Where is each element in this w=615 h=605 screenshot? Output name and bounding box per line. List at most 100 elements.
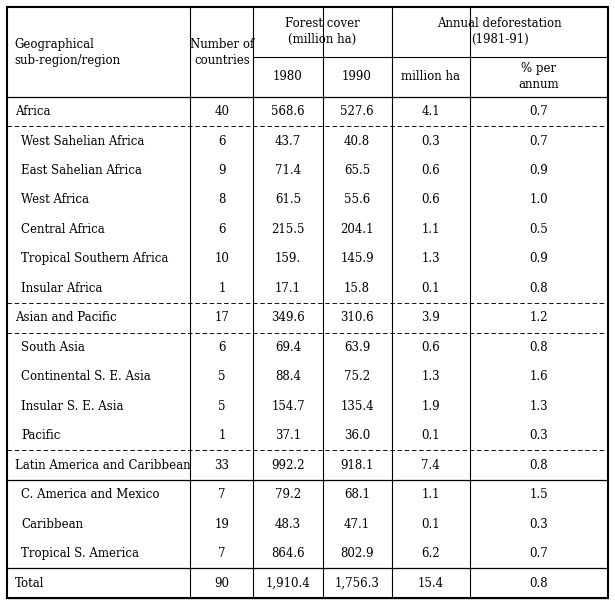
Text: 40.8: 40.8 [344,134,370,148]
Text: 15.4: 15.4 [418,577,443,589]
Text: 1.2: 1.2 [530,312,548,324]
Text: 1.6: 1.6 [530,370,548,383]
Text: Continental S. E. Asia: Continental S. E. Asia [21,370,151,383]
Text: 1.0: 1.0 [530,194,548,206]
Text: 88.4: 88.4 [275,370,301,383]
Text: 159.: 159. [275,252,301,266]
Text: South Asia: South Asia [21,341,85,354]
Text: 0.6: 0.6 [421,194,440,206]
Text: 48.3: 48.3 [275,517,301,531]
Text: 5: 5 [218,370,226,383]
Text: Total: Total [15,577,44,589]
Text: Latin America and Caribbean: Latin America and Caribbean [15,459,191,472]
Text: 310.6: 310.6 [340,312,374,324]
Text: 68.1: 68.1 [344,488,370,501]
Text: 0.1: 0.1 [421,429,440,442]
Text: 1: 1 [218,282,226,295]
Text: 6: 6 [218,134,226,148]
Text: 1,910.4: 1,910.4 [266,577,311,589]
Text: 1.3: 1.3 [421,370,440,383]
Text: 63.9: 63.9 [344,341,370,354]
Text: 918.1: 918.1 [340,459,374,472]
Text: 36.0: 36.0 [344,429,370,442]
Text: 61.5: 61.5 [275,194,301,206]
Text: 215.5: 215.5 [271,223,305,236]
Text: 0.8: 0.8 [530,282,548,295]
Text: 69.4: 69.4 [275,341,301,354]
Text: 7.4: 7.4 [421,459,440,472]
Text: 0.7: 0.7 [530,547,548,560]
Text: 5: 5 [218,400,226,413]
Text: West Sahelian Africa: West Sahelian Africa [21,134,145,148]
Text: 0.3: 0.3 [530,517,548,531]
Text: 37.1: 37.1 [275,429,301,442]
Text: 17: 17 [215,312,229,324]
Text: 65.5: 65.5 [344,164,370,177]
Text: Caribbean: Caribbean [21,517,83,531]
Text: 10: 10 [215,252,229,266]
Text: 0.3: 0.3 [421,134,440,148]
Text: 7: 7 [218,547,226,560]
Text: 0.1: 0.1 [421,517,440,531]
Text: Africa: Africa [15,105,50,118]
Text: 0.6: 0.6 [421,341,440,354]
Text: 568.6: 568.6 [271,105,305,118]
Text: West Africa: West Africa [21,194,89,206]
Text: Geographical
sub-region/region: Geographical sub-region/region [15,38,121,67]
Text: 527.6: 527.6 [340,105,374,118]
Text: 1: 1 [218,429,226,442]
Text: million ha: million ha [401,70,460,83]
Text: 6: 6 [218,223,226,236]
Text: Annual deforestation
(1981-91): Annual deforestation (1981-91) [437,18,562,47]
Text: Pacific: Pacific [21,429,60,442]
Text: % per
annum: % per annum [518,62,559,91]
Text: Forest cover
(million ha): Forest cover (million ha) [285,18,360,47]
Text: 0.8: 0.8 [530,577,548,589]
Text: 0.8: 0.8 [530,459,548,472]
Text: East Sahelian Africa: East Sahelian Africa [21,164,142,177]
Text: 349.6: 349.6 [271,312,305,324]
Text: 1980: 1980 [273,70,303,83]
Text: 15.8: 15.8 [344,282,370,295]
Text: 19: 19 [215,517,229,531]
Text: 1,756.3: 1,756.3 [335,577,379,589]
Text: 1990: 1990 [342,70,372,83]
Text: 17.1: 17.1 [275,282,301,295]
Text: 40: 40 [215,105,229,118]
Text: 992.2: 992.2 [271,459,305,472]
Text: 6.2: 6.2 [421,547,440,560]
Text: 1.5: 1.5 [530,488,548,501]
Text: 71.4: 71.4 [275,164,301,177]
Text: 47.1: 47.1 [344,517,370,531]
Text: 0.3: 0.3 [530,429,548,442]
Text: 204.1: 204.1 [340,223,374,236]
Text: 90: 90 [215,577,229,589]
Text: 0.8: 0.8 [530,341,548,354]
Text: 33: 33 [215,459,229,472]
Text: 0.6: 0.6 [421,164,440,177]
Text: 3.9: 3.9 [421,312,440,324]
Text: Tropical Southern Africa: Tropical Southern Africa [21,252,169,266]
Text: Insular S. E. Asia: Insular S. E. Asia [21,400,124,413]
Text: 0.5: 0.5 [530,223,548,236]
Text: 8: 8 [218,194,226,206]
Text: 1.1: 1.1 [421,488,440,501]
Text: 9: 9 [218,164,226,177]
Text: 1.9: 1.9 [421,400,440,413]
Text: 0.7: 0.7 [530,134,548,148]
Text: 43.7: 43.7 [275,134,301,148]
Text: 0.9: 0.9 [530,164,548,177]
Text: 7: 7 [218,488,226,501]
Text: 154.7: 154.7 [271,400,305,413]
Text: Number of
countries: Number of countries [190,38,254,67]
Text: Central Africa: Central Africa [21,223,105,236]
Text: 145.9: 145.9 [340,252,374,266]
Text: 135.4: 135.4 [340,400,374,413]
Text: 0.7: 0.7 [530,105,548,118]
Text: 6: 6 [218,341,226,354]
Text: 1.3: 1.3 [530,400,548,413]
Text: 1.1: 1.1 [421,223,440,236]
Text: Asian and Pacific: Asian and Pacific [15,312,116,324]
Text: Insular Africa: Insular Africa [21,282,102,295]
Text: 864.6: 864.6 [271,547,305,560]
